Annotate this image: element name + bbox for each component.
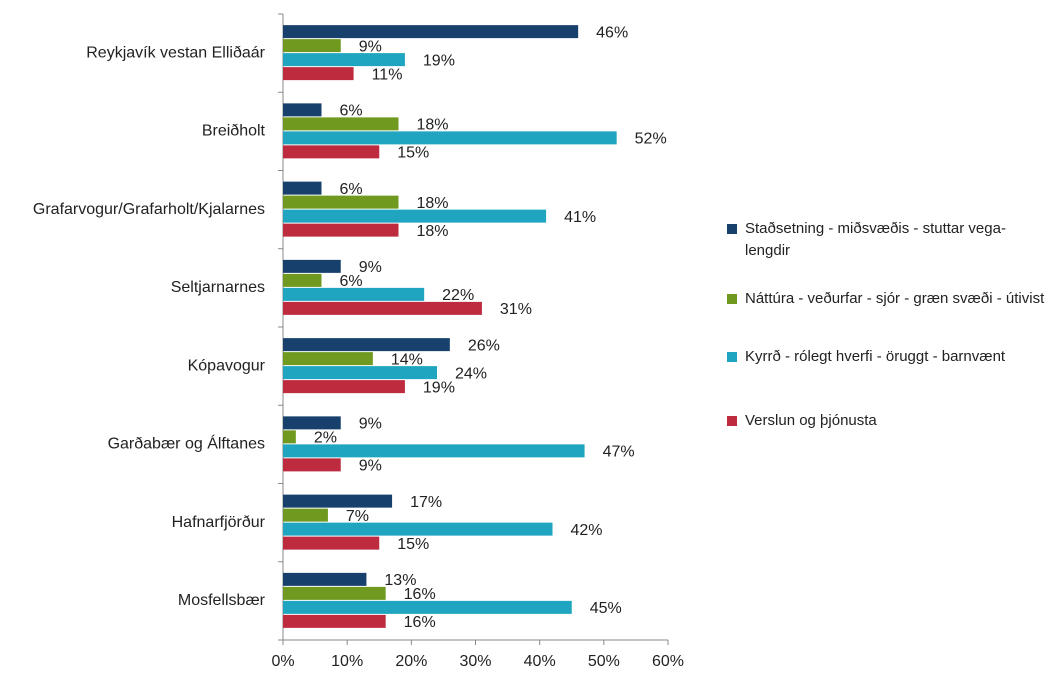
bar — [283, 572, 367, 586]
legend-swatch — [727, 352, 737, 362]
value-label: 9% — [359, 416, 382, 433]
bar — [283, 117, 399, 131]
value-label: 42% — [571, 522, 603, 539]
value-label: 17% — [410, 494, 442, 511]
value-label: 31% — [500, 301, 532, 318]
value-label: 26% — [468, 337, 500, 354]
value-label: 16% — [404, 614, 436, 631]
value-label: 6% — [340, 103, 363, 120]
category-label: Grafarvogur/Grafarholt/Kjalarnes — [33, 201, 265, 218]
category-label: Garðabær og Álftanes — [108, 434, 265, 453]
category-label: Mosfellsbær — [178, 592, 266, 609]
value-label: 9% — [359, 458, 382, 475]
bar — [283, 380, 405, 394]
value-label: 46% — [596, 24, 628, 41]
x-tick-label: 30% — [459, 653, 491, 670]
bar — [283, 131, 617, 145]
value-label: 45% — [590, 600, 622, 617]
legend-label: Náttúra - veðurfar - sjór - græn svæði -… — [745, 290, 1045, 307]
x-tick-label: 50% — [588, 653, 620, 670]
value-label: 16% — [404, 586, 436, 603]
bar — [283, 416, 341, 430]
bar — [283, 522, 553, 536]
bar — [283, 614, 386, 628]
legend-swatch — [727, 294, 737, 304]
bar — [283, 25, 579, 39]
value-label: 19% — [423, 52, 455, 69]
bar — [283, 53, 405, 67]
legend-item: Staðsetning - miðsvæðis - stuttar vega-l… — [727, 218, 1045, 262]
legend-item: Náttúra - veðurfar - sjór - græn svæði -… — [727, 288, 1045, 310]
bar — [283, 536, 380, 550]
bar — [283, 223, 399, 237]
bar — [283, 287, 425, 301]
x-tick-label: 10% — [331, 653, 363, 670]
legend-item: Verslun og þjónusta — [727, 410, 1045, 432]
value-label: 6% — [340, 273, 363, 290]
bar — [283, 444, 585, 458]
value-label: 18% — [417, 117, 449, 134]
bar — [283, 145, 380, 159]
legend-item: Kyrrð - rólegt hverfi - öruggt - barnvæn… — [727, 346, 1045, 368]
bar — [283, 366, 437, 380]
x-tick-label: 20% — [395, 653, 427, 670]
value-label: 2% — [314, 430, 337, 447]
bar — [283, 103, 322, 117]
bar — [283, 259, 341, 273]
bar — [283, 67, 354, 81]
value-label: 7% — [346, 508, 369, 525]
legend-label: Verslun og þjónusta — [745, 412, 877, 429]
value-label: 14% — [391, 351, 423, 368]
category-label: Seltjarnarnes — [171, 279, 265, 296]
x-tick-label: 60% — [652, 653, 684, 670]
value-label: 41% — [564, 209, 596, 226]
legend-swatch — [727, 224, 737, 234]
x-tick-label: 0% — [271, 653, 294, 670]
bar — [283, 508, 328, 522]
value-label: 47% — [603, 444, 635, 461]
bar — [283, 494, 393, 508]
legend-label: Kyrrð - rólegt hverfi - öruggt - barnvæn… — [745, 348, 1006, 365]
category-label: Hafnarfjörður — [172, 514, 266, 531]
bar — [283, 458, 341, 472]
bar — [283, 338, 450, 352]
value-label: 15% — [397, 536, 429, 553]
bar — [283, 301, 482, 315]
category-label: Reykjavík vestan Elliðaár — [86, 44, 265, 61]
bar — [283, 39, 341, 53]
x-tick-label: 40% — [524, 653, 556, 670]
value-label: 19% — [423, 379, 455, 396]
bar — [283, 430, 296, 444]
value-label: 6% — [340, 181, 363, 198]
bar — [283, 352, 373, 366]
bar — [283, 195, 399, 209]
value-label: 9% — [359, 259, 382, 276]
value-label: 11% — [372, 66, 403, 83]
value-label: 13% — [384, 572, 416, 589]
category-label: Breiðholt — [202, 123, 266, 140]
value-label: 52% — [635, 131, 667, 148]
legend-label: Staðsetning - miðsvæðis - stuttar vega-l… — [745, 220, 1006, 259]
category-label: Kópavogur — [188, 357, 266, 374]
bar — [283, 209, 547, 223]
value-label: 22% — [442, 287, 474, 304]
value-label: 15% — [397, 145, 429, 162]
bar — [283, 181, 322, 195]
bar — [283, 273, 322, 287]
value-label: 18% — [417, 223, 449, 240]
value-label: 18% — [417, 195, 449, 212]
bar — [283, 586, 386, 600]
value-label: 9% — [359, 38, 382, 55]
bar — [283, 600, 572, 614]
legend-swatch — [727, 416, 737, 426]
value-label: 24% — [455, 365, 487, 382]
